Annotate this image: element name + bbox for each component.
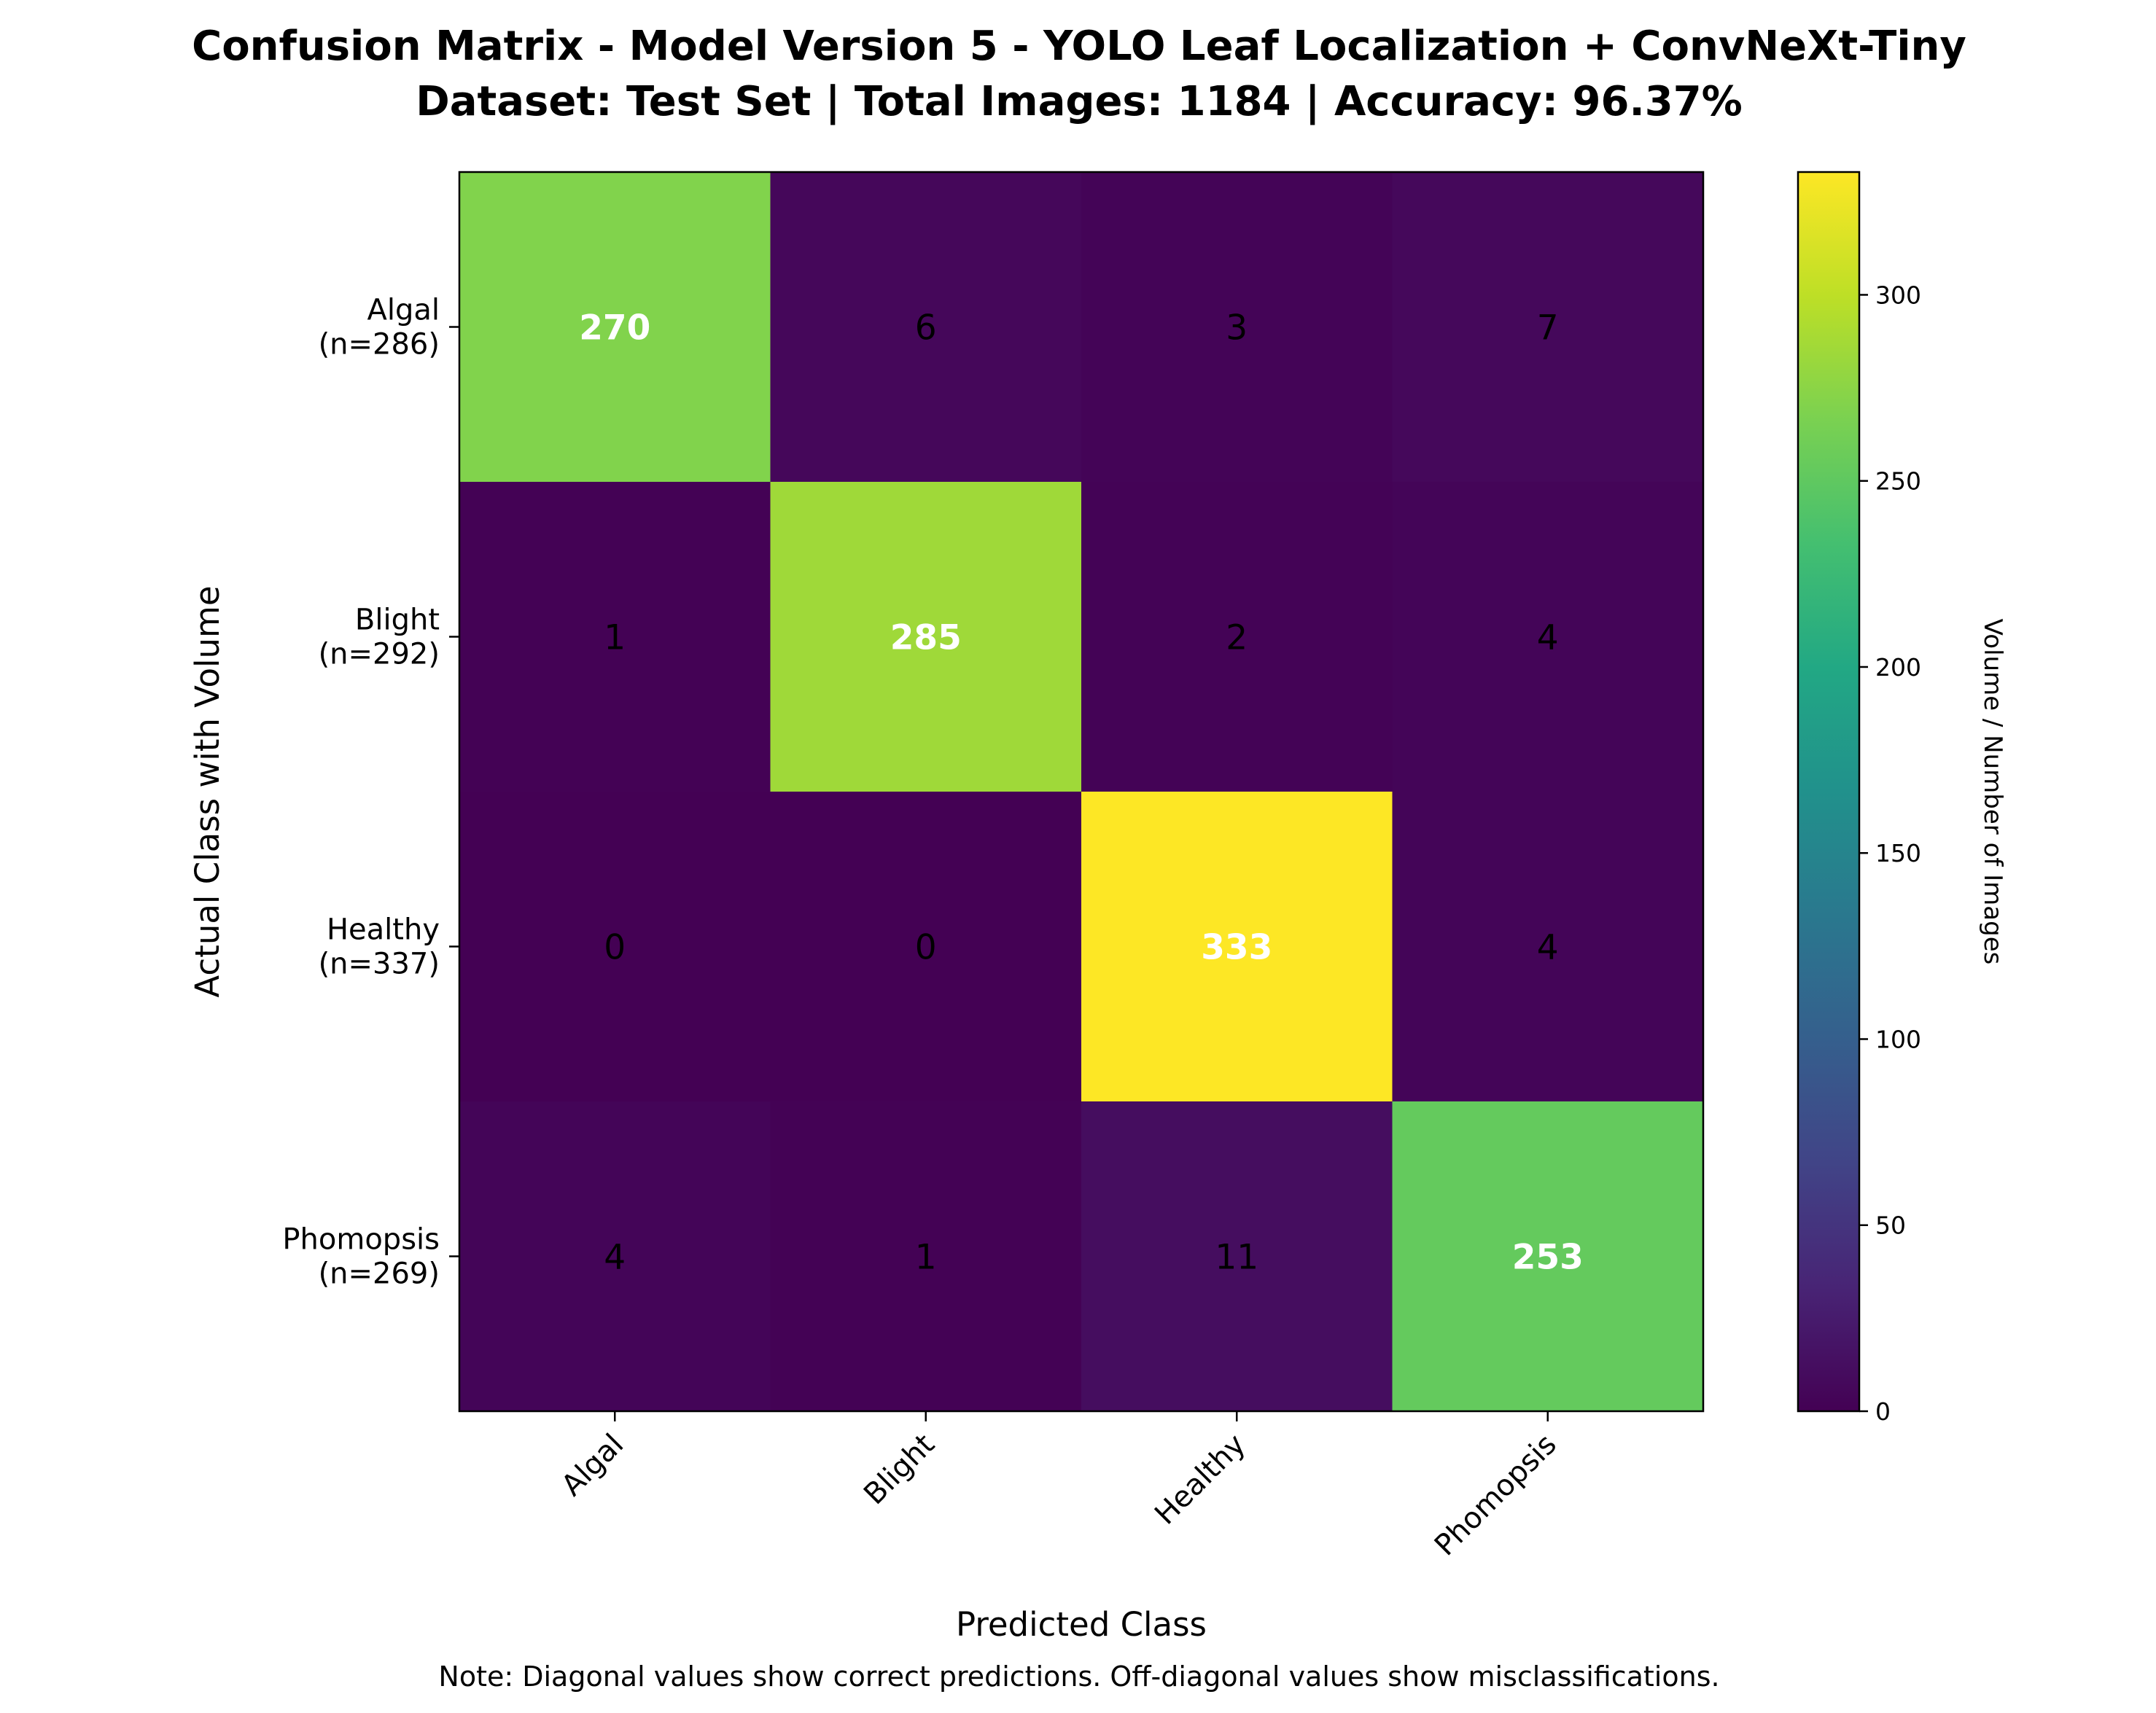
heatmap-cell [459,792,771,1102]
cell-value-label: 7 [1537,308,1559,348]
cell-value-label: 253 [1512,1238,1584,1278]
cell-value-label: 4 [1537,618,1559,658]
colorbar-tick-label: 250 [1875,467,1921,496]
heatmap-cell [770,1101,1082,1412]
colorbar-tick-label: 200 [1875,653,1921,682]
heatmap-cell [1392,482,1704,792]
cell-value-label: 2 [1226,618,1248,658]
chart-note: Note: Diagonal values show correct predi… [438,1661,1719,1693]
colorbar-ticks: 0 50 100 150 200 250 300 [1859,281,1921,1426]
colorbar-tick-label: 50 [1875,1211,1906,1240]
cell-value-label: 3 [1226,308,1248,348]
heatmap-cell [1081,172,1393,483]
heatmap-cell [1081,792,1393,1102]
cell-value-label: 285 [890,618,962,658]
cell-value-label: 270 [579,308,650,348]
cell-value-label: 4 [1537,928,1559,968]
colorbar-tick-label: 150 [1875,839,1921,867]
colorbar-tick-label: 100 [1875,1025,1921,1053]
heatmap-cell [459,172,771,483]
y-axis-label: Actual Class with Volume [188,585,227,997]
x-tick-label: Phomopsis [1428,1428,1563,1563]
cell-value-label: 0 [915,928,937,968]
y-tick-label: Healthy (n=337) [319,913,440,981]
x-axis-ticks: Algal Blight Healthy Phomopsis [555,1411,1563,1563]
plot-frame [458,171,1705,1413]
x-tick-label: Algal [555,1428,630,1503]
x-axis-label: Predicted Class [956,1605,1207,1644]
heatmap-cell [770,482,1082,792]
chart-title: Confusion Matrix - Model Version 5 - YOL… [192,23,1966,70]
y-tick-label: Algal (n=286) [319,294,440,362]
heatmap-cell [1081,482,1393,792]
y-tick-label: Blight (n=292) [319,604,440,671]
x-tick-label: Blight [857,1428,941,1512]
heatmap-cell [1392,172,1704,483]
heatmap-cells [459,172,1704,1412]
heatmap-cell [1392,1101,1704,1412]
heatmap-cell [770,792,1082,1102]
y-tick-label: Phomopsis (n=269) [282,1223,440,1291]
colorbar-tick-label: 0 [1875,1397,1891,1426]
heatmap-cell [1392,792,1704,1102]
cell-value-label: 4 [604,1238,626,1278]
cell-value-label: 0 [604,928,626,968]
x-tick-label: Healthy [1148,1428,1252,1531]
colorbar [1797,171,1861,1413]
cell-value-label: 11 [1215,1238,1258,1278]
y-axis-ticks: Algal (n=286) Blight (n=292) Healthy (n=337) P… [282,294,459,1291]
heatmap-cell-labels: 270 6 3 71 285 2 40 0 333 44 1 11 253 [579,308,1584,1278]
colorbar-label: Volume / Number of Images [1978,619,2007,965]
heatmap-cell [459,482,771,792]
colorbar-tick-label: 300 [1875,281,1921,309]
chart-subtitle: Dataset: Test Set | Total Images: 1184 |… [416,78,1743,125]
heatmap-cell [770,172,1082,483]
cell-value-label: 333 [1201,928,1272,968]
heatmap-cell [1081,1101,1393,1412]
cell-value-label: 6 [915,308,937,348]
cell-value-label: 1 [604,618,626,658]
heatmap-cell [459,1101,771,1412]
cell-value-label: 1 [915,1238,937,1278]
